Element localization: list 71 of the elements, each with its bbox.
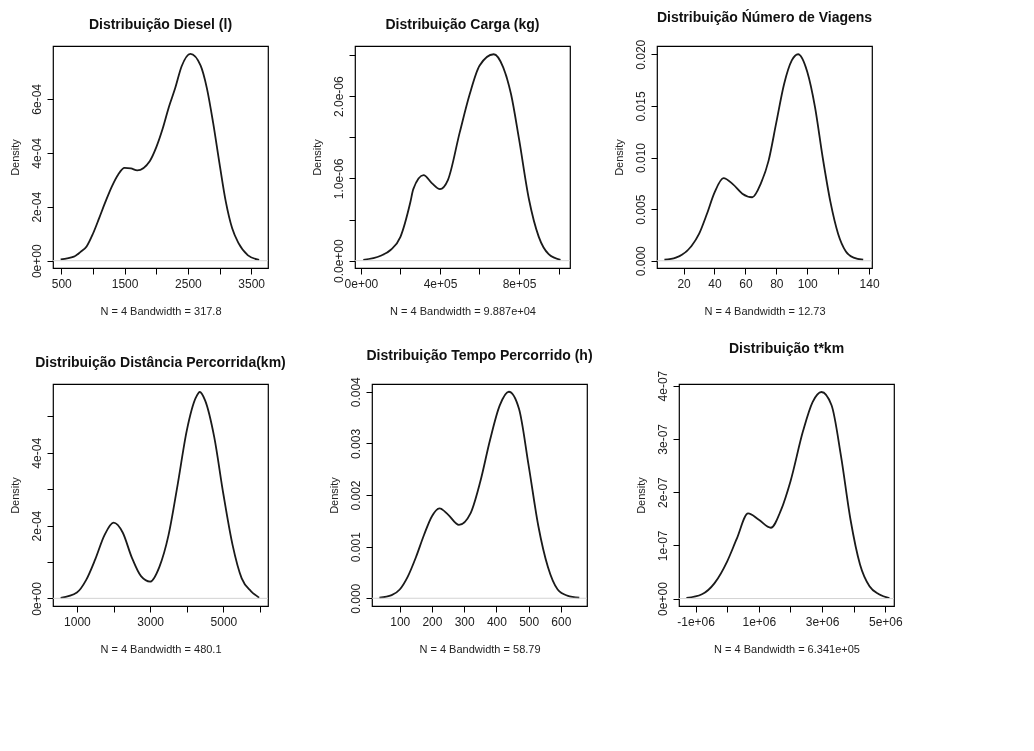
y-tick-label: 2.0e-06 [331, 76, 346, 118]
x-tick-label: 4e+05 [423, 276, 458, 291]
chart-title: Distribuição Carga (kg) [385, 16, 540, 32]
chart-title: Distribuição Diesel (l) [88, 16, 233, 32]
x-tick-label: 500 [519, 614, 540, 629]
x-tick-label: 8e+05 [502, 276, 537, 291]
x-tick-label: 20 [677, 276, 692, 291]
x-tick-label: 2500 [175, 276, 203, 291]
x-axis-title: N = 4 Bandwidth = 12.73 [704, 304, 826, 317]
x-tick-label: 3000 [137, 614, 165, 629]
y-tick-label: 0.0e+00 [331, 239, 346, 284]
y-axis-title: Density [8, 476, 21, 514]
y-tick-label: 0.001 [348, 531, 363, 563]
line-series [378, 390, 581, 599]
x-axis-title: N = 4 Bandwidth = 480.1 [100, 642, 222, 655]
x-tick-label: 100 [390, 614, 411, 629]
y-tick-label: 0.004 [348, 376, 363, 408]
x-tick-label: 1000 [64, 614, 92, 629]
y-axis-title: Density [327, 476, 340, 514]
line-series [663, 53, 865, 261]
y-tick-label: 0.000 [348, 583, 363, 614]
y-tick-label: 2e-07 [655, 476, 670, 508]
x-tick-label: 60 [739, 276, 753, 291]
y-tick-label: 2e-04 [29, 191, 44, 223]
x-tick-label: 140 [859, 276, 880, 291]
y-tick-label: 3e-07 [655, 423, 670, 455]
y-tick-label: 0.020 [633, 39, 648, 70]
y-axis-title: Density [8, 138, 21, 176]
x-tick-label: 3e+06 [805, 614, 840, 629]
x-tick-label: 100 [797, 276, 819, 291]
x-axis-title: N = 4 Bandwidth = 6.341e+05 [714, 642, 860, 655]
y-tick-label: 0.015 [633, 91, 648, 122]
x-tick-label: 1e+06 [742, 614, 777, 629]
x-tick-label: 600 [551, 614, 572, 629]
y-tick-label: 4e-04 [29, 137, 44, 169]
x-tick-label: 200 [422, 614, 443, 629]
y-tick-label: 0.005 [633, 194, 648, 225]
x-axis-title: N = 4 Bandwidth = 9.887e+04 [390, 304, 536, 317]
chart-title: Distribuição Ńúmero de Viagens [656, 9, 873, 26]
x-tick-label: 500 [51, 276, 73, 291]
x-axis-title: N = 4 Bandwidth = 317.8 [100, 304, 222, 317]
chart-title: Distribuição Tempo Percorrido (h) [366, 346, 593, 363]
y-tick-label: 1e-07 [655, 530, 670, 562]
y-tick-label: 4e-07 [655, 370, 670, 402]
y-tick-label: 0.000 [633, 245, 648, 277]
y-tick-label: 2e-04 [29, 510, 44, 542]
y-tick-label: 4e-04 [29, 437, 44, 469]
y-tick-label: 0.002 [348, 480, 363, 511]
y-tick-label: 0.003 [348, 428, 363, 459]
line-series [685, 391, 891, 599]
chart-title: Distribuição t*km [728, 340, 845, 357]
line-series [59, 391, 261, 599]
x-tick-label: 3500 [238, 276, 266, 291]
y-axis-title: Density [634, 476, 647, 514]
x-tick-label: 80 [770, 276, 784, 291]
x-tick-label: 5e+06 [868, 614, 903, 629]
chart-title: Distribuição Distância Percorrida(km) [35, 354, 286, 370]
x-axis-title: N = 4 Bandwidth = 58.79 [419, 642, 541, 655]
y-axis-title: Density [310, 138, 323, 176]
line-series [59, 52, 261, 261]
y-tick-label: 1.0e-06 [331, 158, 346, 200]
x-tick-label: 5000 [210, 614, 238, 629]
line-series [362, 53, 562, 261]
x-tick-label: 1500 [111, 276, 139, 291]
x-tick-label: 300 [454, 614, 476, 629]
x-tick-label: 40 [708, 276, 722, 291]
y-axis-title: Density [612, 138, 625, 176]
x-tick-label: -1e+06 [677, 614, 716, 629]
y-tick-label: 6e-04 [29, 83, 44, 115]
x-tick-label: 400 [486, 614, 508, 629]
y-tick-label: 0.010 [633, 142, 648, 174]
